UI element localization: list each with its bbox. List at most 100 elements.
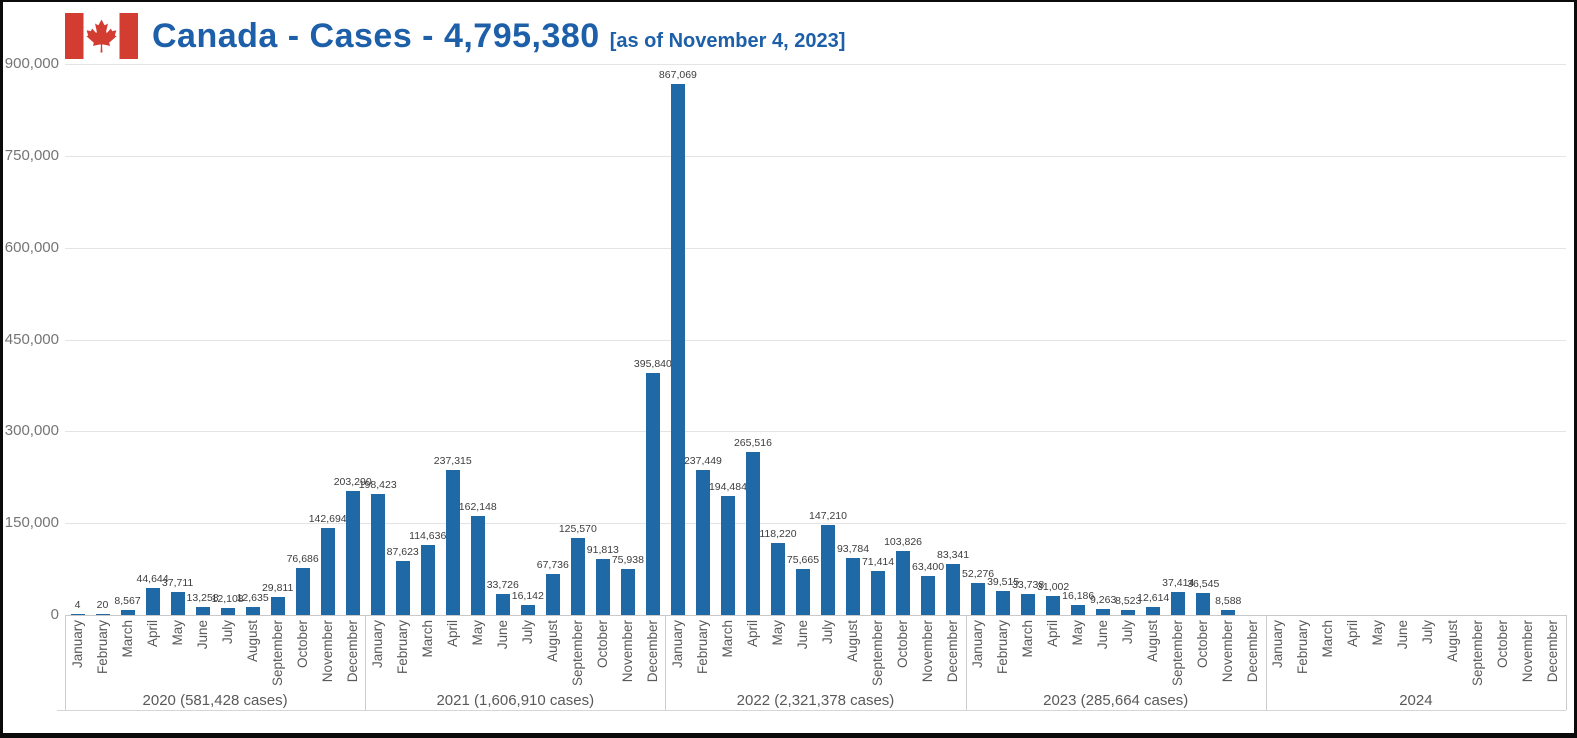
bar-value-label: 75,938 (611, 553, 644, 566)
gridline (65, 247, 1566, 249)
x-axis-month-label: June (794, 620, 810, 650)
x-axis-month-label: April (1345, 620, 1361, 648)
x-axis-month-label: October (1195, 620, 1211, 669)
bar-2023-April[interactable] (1046, 596, 1061, 615)
bar-2023-September[interactable] (1171, 592, 1186, 615)
x-axis-month-label: February (1295, 620, 1311, 675)
bar-2023-August[interactable] (1146, 607, 1161, 615)
bar-value-label: 83,341 (937, 548, 970, 561)
bar-2023-March[interactable] (1021, 594, 1036, 615)
bar-value-label: 103,826 (884, 536, 923, 549)
bar-2020-June[interactable] (195, 606, 210, 615)
x-axis-month-label: July (1120, 620, 1136, 645)
x-axis-month-label: February (394, 620, 410, 675)
x-axis-line (65, 615, 1566, 616)
y-axis-tick-label: 300,000 (4, 422, 59, 440)
bar-value-label: 395,840 (633, 357, 672, 370)
canada-flag-icon (65, 13, 138, 59)
chart-header: Canada - Cases - 4,795,380 [as of Novemb… (65, 13, 845, 59)
bar-2023-July[interactable] (1121, 609, 1136, 615)
bar-2023-November[interactable] (1221, 609, 1236, 615)
gridline (65, 155, 1566, 157)
x-axis-month-label: October (895, 620, 911, 669)
bar-2022-July[interactable] (821, 524, 835, 615)
x-axis-month-label: October (594, 620, 610, 669)
bar-2022-November[interactable] (921, 576, 936, 615)
bar-2022-February[interactable] (695, 469, 710, 615)
bar-2022-January[interactable] (670, 84, 685, 615)
bar-2022-August[interactable] (846, 557, 861, 615)
bar-2022-March[interactable] (720, 495, 735, 615)
bar-2021-July[interactable] (520, 605, 535, 615)
bar-value-label: 8,588 (1215, 594, 1242, 607)
bar-2022-June[interactable] (795, 568, 810, 615)
bar-2022-May[interactable] (770, 542, 785, 615)
y-axis-tick-label: 0 (50, 606, 59, 623)
x-axis-month-label: March (1020, 620, 1036, 658)
bar-value-label: 125,570 (558, 523, 597, 536)
bar-2020-May[interactable] (170, 591, 185, 615)
bar-value-label: 9,263 (1090, 594, 1117, 607)
y-axis-tick-label: 900,000 (4, 55, 59, 72)
year-group-divider (365, 615, 367, 710)
bar-2022-September[interactable] (871, 571, 886, 615)
x-axis-month-label: November (920, 620, 936, 683)
x-axis-month-label: November (319, 620, 335, 683)
bar-2020-January[interactable] (70, 614, 85, 615)
x-axis-year-label: 2022 (2,321,378 cases) (736, 692, 895, 709)
gridline (65, 431, 1566, 433)
bar-value-label: 237,449 (683, 454, 722, 467)
bar-value-label: 44,644 (136, 572, 169, 585)
bar-value-label: 8,567 (114, 594, 141, 607)
x-axis-year-label: 2024 (1399, 692, 1433, 709)
bar-2020-August[interactable] (245, 607, 260, 615)
bar-value-label: 67,736 (536, 558, 569, 571)
bar-2022-April[interactable] (745, 452, 760, 615)
bar-2021-October[interactable] (595, 558, 610, 615)
bar-2021-November[interactable] (620, 568, 635, 615)
bar-2020-April[interactable] (145, 587, 160, 615)
bar-2020-September[interactable] (270, 596, 285, 615)
bar-value-label: 162,148 (458, 500, 497, 513)
x-axis-month-label: March (119, 620, 135, 658)
x-axis-month-label: March (419, 620, 435, 658)
bar-value-label: 91,813 (586, 543, 619, 556)
x-axis-month-label: April (444, 620, 460, 648)
bar-2020-July[interactable] (220, 607, 235, 615)
bar-2023-February[interactable] (996, 590, 1011, 615)
bar-2021-December[interactable] (645, 372, 660, 615)
x-axis-month-label: August (845, 620, 861, 663)
x-axis-month-label: December (1545, 620, 1561, 683)
bar-2021-August[interactable] (545, 573, 560, 615)
bar-2023-January[interactable] (971, 582, 986, 615)
bar-2023-June[interactable] (1096, 609, 1111, 615)
bar-2020-March[interactable] (120, 609, 135, 615)
bar-2022-October[interactable] (896, 551, 911, 615)
bar-value-label: 13,258 (186, 591, 219, 604)
bar-2021-March[interactable] (420, 544, 435, 615)
bar-2023-May[interactable] (1071, 605, 1086, 615)
gridline (65, 523, 1566, 525)
bar-value-label: 12,614 (1137, 592, 1170, 605)
bar-2021-September[interactable] (570, 538, 585, 615)
bar-2021-February[interactable] (395, 561, 410, 615)
x-axis-month-label: April (1045, 620, 1061, 648)
x-axis-month-label: July (519, 620, 535, 645)
x-axis-year-label: 2023 (285,664 cases) (1043, 692, 1189, 709)
x-axis-month-label: April (144, 620, 160, 648)
bar-2020-February[interactable] (95, 614, 110, 615)
bar-2021-May[interactable] (470, 515, 485, 615)
x-axis-month-label: December (1245, 620, 1261, 683)
bar-value-label: 12,635 (236, 592, 269, 605)
bar-2022-December[interactable] (946, 563, 961, 615)
x-axis-month-label: June (194, 620, 210, 650)
bar-2021-April[interactable] (445, 469, 460, 615)
bar-value-label: 93,784 (836, 542, 870, 555)
x-axis-year-label: 2020 (581,428 cases) (142, 692, 288, 709)
bar-2021-June[interactable] (495, 594, 510, 615)
bar-2020-December[interactable] (345, 490, 360, 615)
bar-2020-November[interactable] (320, 527, 335, 615)
bar-2021-January[interactable] (370, 493, 385, 615)
bar-2023-October[interactable] (1196, 592, 1211, 615)
bar-2020-October[interactable] (295, 568, 310, 615)
